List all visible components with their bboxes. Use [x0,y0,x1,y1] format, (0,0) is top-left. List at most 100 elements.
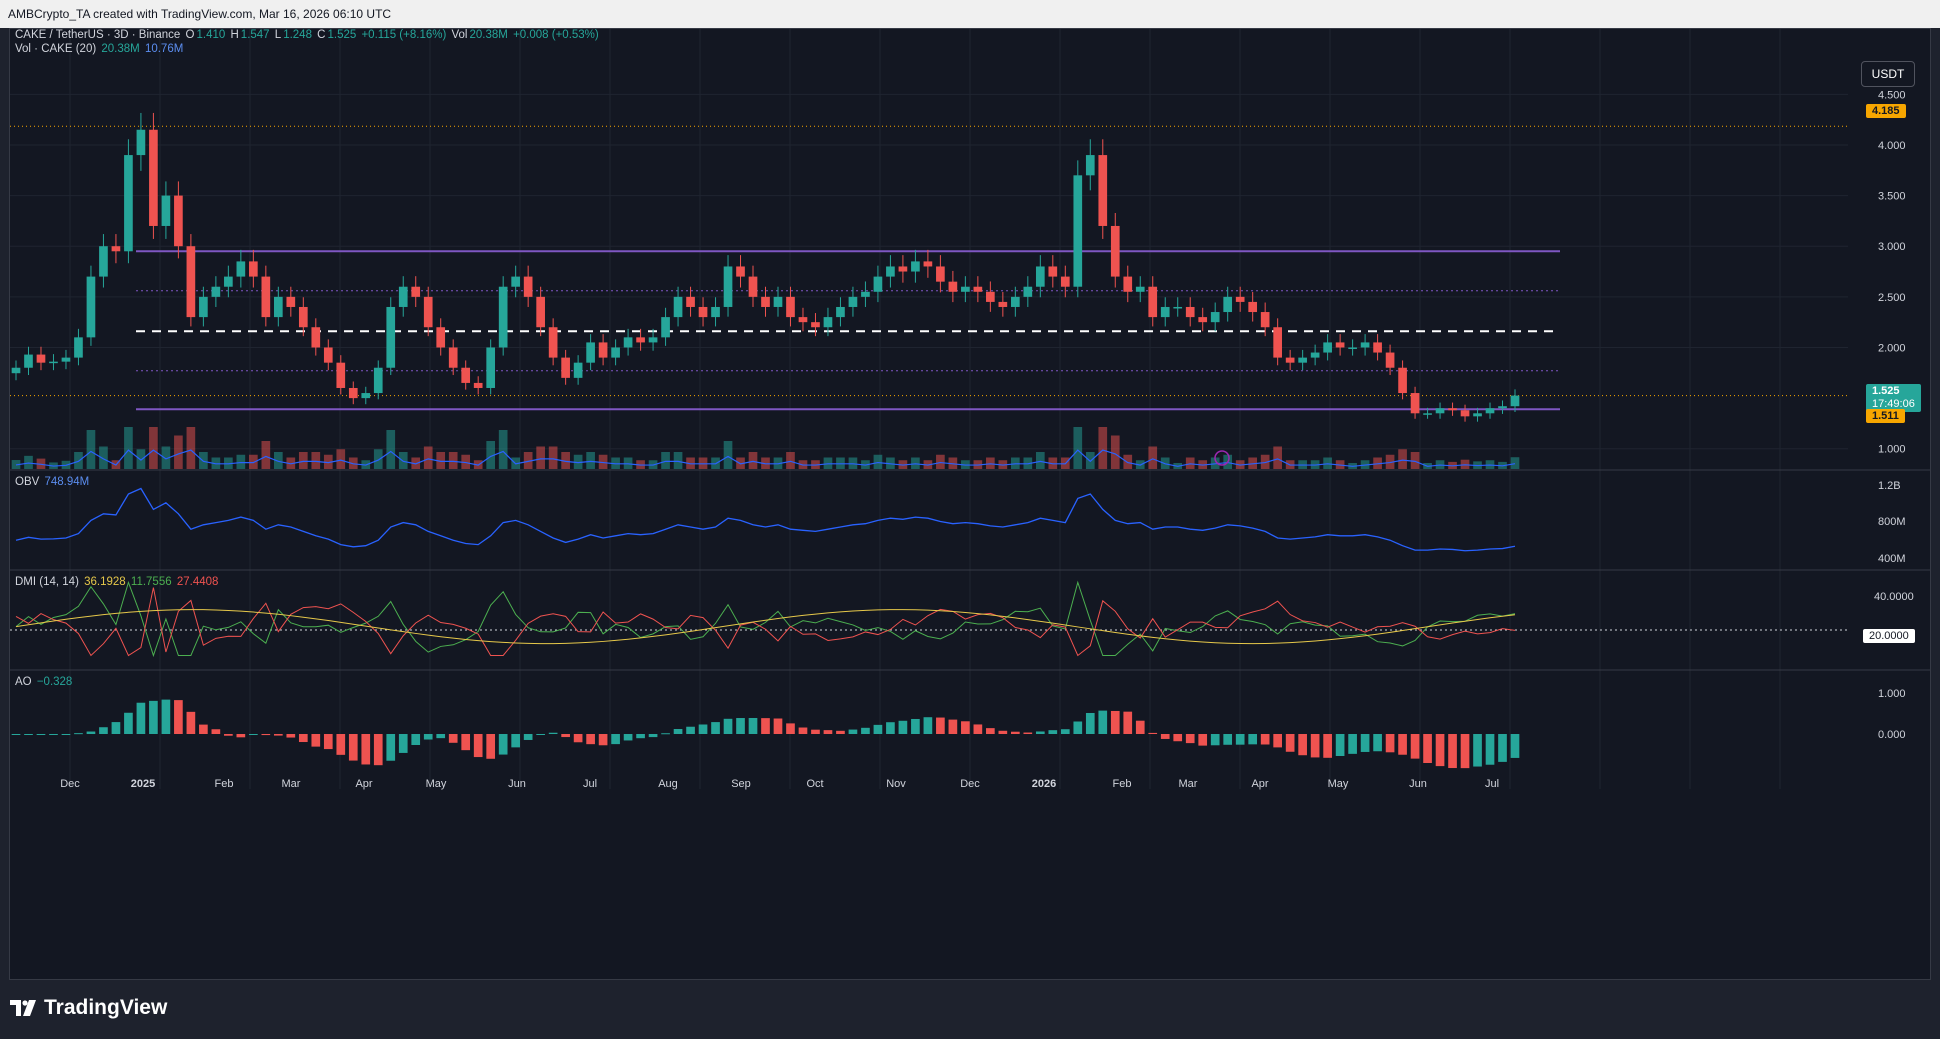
ao-bar [1110,710,1120,734]
ao-label[interactable]: AO [15,676,32,688]
price-axis-label: 2.000 [1878,342,1906,354]
dmi-legend: DMI (14, 14) 36.1928 11.7556 27.4408 [15,576,220,588]
time-axis-label: Aug [658,778,678,790]
volume-bar [124,427,133,469]
candle [1335,342,1345,348]
candle [174,195,183,247]
candle [798,317,808,323]
volume-bar [748,452,758,469]
ao-bar [461,734,471,751]
volume-bar [161,446,171,469]
obv-axis-label: 800M [1878,516,1906,528]
obv-line [15,487,1516,552]
ao-bar [973,724,983,734]
volume-bar [311,452,321,469]
ao-bar [698,724,708,734]
time-axis-label: Dec [960,778,980,790]
candle [1510,395,1520,407]
obv-label[interactable]: OBV [15,476,40,488]
candle [911,261,920,272]
dmi-label[interactable]: DMI (14, 14) [15,576,79,588]
ao-bar [311,734,321,747]
time-axis-label: 2025 [131,778,155,790]
ao-bar [511,734,521,748]
price-axis-label: 3.000 [1878,241,1906,253]
currency-button[interactable]: USDT [1861,61,1915,87]
chart-area[interactable]: 4.500 4.000 3.500 3.000 2.500 2.000 1.000 1.2B 8… [9,28,1931,980]
volume-bar [786,452,795,469]
ao-bar [373,734,383,766]
ao-bar [536,734,545,735]
ao-bar [1173,734,1183,742]
candle [448,347,458,368]
candle [961,286,970,292]
ao-bar [573,734,583,743]
ao-bar [1260,734,1270,745]
candle [836,306,845,318]
volume-bar [461,454,471,469]
candle [686,296,695,307]
chart-canvas[interactable]: 4.500 4.000 3.500 3.000 2.500 2.000 1.000 1.2B 8… [10,29,1931,980]
volume-bar [273,452,283,469]
ao-bar [748,717,758,734]
candle [124,155,133,252]
candle [1198,317,1208,323]
ao-bar [136,702,146,734]
candle [323,347,333,363]
candle [99,246,108,277]
ao-bar [1348,734,1357,754]
ao-bar [1223,734,1233,745]
volume-bar [548,446,558,469]
candle [161,195,171,226]
footer: TradingView [0,980,1940,1039]
symbol-label[interactable]: CAKE / TetherUS · 3D · Binance [15,29,181,41]
dmi-plus-value: 11.7556 [130,576,172,588]
ao-axis-label: 1.000 [1878,688,1906,700]
ao-bar [74,733,83,735]
ao-bar [24,734,33,735]
ao-bar [686,726,695,734]
candle [1248,301,1258,313]
candle [386,306,396,368]
time-axis-label: Dec [60,778,80,790]
bar-countdown: 17:49:06 [1872,398,1915,410]
volume-bar [249,454,258,469]
tradingview-logo[interactable]: TradingView [10,996,167,1020]
candle [1473,413,1482,417]
candle [1435,408,1445,414]
ao-bar [211,729,221,734]
candle [1073,175,1083,287]
candle [723,266,733,307]
current-price: 1.525 [1872,385,1900,397]
volume-bar [436,452,446,469]
ao-bar [1060,729,1070,734]
ao-bar [598,734,608,746]
candle [249,261,258,277]
volume-bar [136,449,146,469]
candle [523,276,533,297]
current-price-tag: 1.525 17:49:06 [1866,384,1921,412]
range-levels [10,125,1848,411]
candle [736,266,745,277]
ao-bar [249,734,258,735]
price-axis-label: 3.500 [1878,191,1906,203]
ao-bar [298,734,308,743]
volume-bar [1148,446,1158,469]
ao-bar [323,734,333,750]
ao-bar [998,730,1008,734]
candle [611,347,620,358]
ao-bar [1410,734,1420,759]
time-axis-label: Mar [282,778,301,790]
candle [74,337,83,358]
volume-bar [1385,454,1395,469]
volume-bar [1260,454,1270,469]
price-axis-label: 4.000 [1878,140,1906,152]
candle [261,276,271,318]
volume-bar [1035,452,1045,469]
ao-bar [1298,734,1307,756]
vol-indicator-label[interactable]: Vol · CAKE (20) [15,43,97,55]
volume-bar [1073,427,1083,469]
ao-bar [673,729,683,734]
candle [698,306,708,318]
ao-bar [174,700,183,734]
